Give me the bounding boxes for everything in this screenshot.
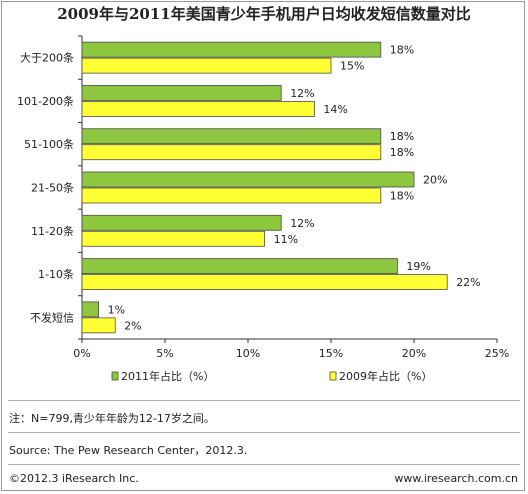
source-text: Source: The Pew Research Center，2012.3. bbox=[9, 444, 248, 457]
category-label: 21-50条 bbox=[31, 181, 74, 195]
data-label: 18% bbox=[390, 44, 414, 57]
data-label: 2% bbox=[124, 319, 141, 332]
x-tick-label: 25% bbox=[485, 347, 509, 360]
data-label: 15% bbox=[340, 60, 364, 73]
data-label: 12% bbox=[290, 87, 314, 100]
chart-title: 2009年与2011年美国青少年手机用户日均收发短信数量对比 bbox=[57, 5, 471, 23]
bar bbox=[81, 171, 415, 188]
separator-source bbox=[8, 432, 520, 433]
bar bbox=[81, 57, 332, 74]
data-label: 14% bbox=[323, 103, 347, 116]
bar bbox=[81, 274, 448, 290]
x-tick-label: 5% bbox=[156, 347, 173, 360]
data-label: 20% bbox=[423, 174, 447, 187]
data-label: 18% bbox=[390, 190, 414, 203]
bar bbox=[81, 128, 382, 145]
bar bbox=[81, 187, 382, 204]
note-text: 注：N=799,青少年年龄为12-17岁之间。 bbox=[9, 412, 215, 425]
bar bbox=[81, 301, 100, 318]
x-tick-label: 10% bbox=[236, 347, 260, 360]
bar-chart: 0% 5% 10% 15% 20% 25% 大于200条 18% 15% 101-200条 12% 1… bbox=[17, 35, 509, 383]
data-label: 18% bbox=[390, 146, 414, 159]
data-label: 22% bbox=[456, 276, 480, 289]
x-tick-label: 20% bbox=[402, 347, 426, 360]
category-label: 不发短信 bbox=[30, 310, 74, 324]
data-label: 19% bbox=[406, 260, 430, 273]
data-label: 18% bbox=[390, 130, 414, 143]
bar bbox=[81, 144, 382, 161]
website-text: www.iresearch.com.cn bbox=[394, 472, 518, 485]
bar bbox=[81, 230, 266, 247]
bar bbox=[81, 258, 398, 274]
separator-footer bbox=[8, 464, 520, 465]
copyright-text: ©2012.3 iResearch Inc. bbox=[9, 472, 139, 485]
bar bbox=[81, 214, 282, 231]
legend-swatch bbox=[111, 371, 119, 381]
x-tick-label: 0% bbox=[73, 347, 90, 360]
data-label: 12% bbox=[290, 217, 314, 230]
x-tick-label: 15% bbox=[319, 347, 343, 360]
category-label: 51-100条 bbox=[24, 137, 74, 151]
separator-note bbox=[8, 400, 520, 401]
category-label: 大于200条 bbox=[20, 51, 74, 65]
data-label: 1% bbox=[108, 303, 125, 316]
bar bbox=[81, 41, 382, 58]
category-label: 11-20条 bbox=[31, 224, 74, 238]
bar bbox=[81, 85, 282, 101]
legend-label: 2011年占比（%） bbox=[121, 369, 214, 383]
legend-label: 2009年占比（%） bbox=[339, 369, 432, 383]
category-label: 1-10条 bbox=[38, 267, 74, 281]
data-label: 11% bbox=[274, 233, 298, 246]
legend-swatch bbox=[329, 371, 337, 381]
bar bbox=[81, 101, 315, 117]
bar bbox=[81, 317, 116, 334]
category-label: 101-200条 bbox=[17, 94, 74, 108]
